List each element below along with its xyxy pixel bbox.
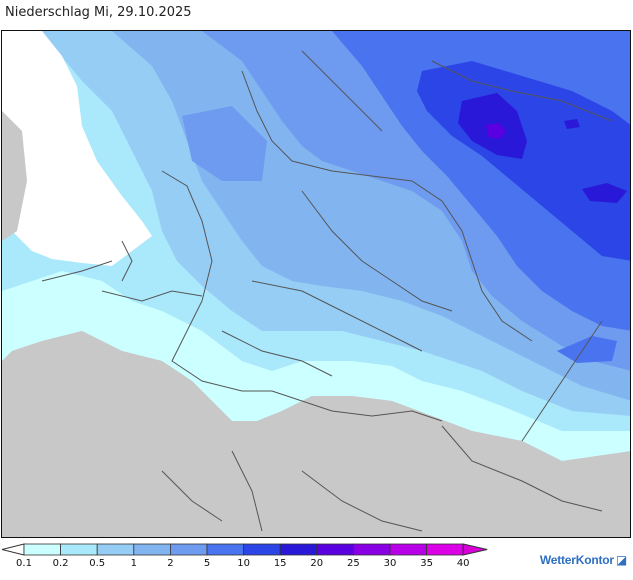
legend-swatch xyxy=(316,543,354,556)
legend-swatch xyxy=(243,543,281,556)
brand-icon: ◪ xyxy=(615,553,627,567)
legend-swatch xyxy=(169,543,208,556)
legend-tick-label: 25 xyxy=(347,558,360,569)
legend-tick-label: 0.1 xyxy=(16,558,32,569)
precipitation-legend: 0.1 0.2 0.5 1 2 5 10 15 20 25 30 35 40 WetterKontor ◪ xyxy=(0,541,633,580)
legend-tick-label: 0.5 xyxy=(89,558,106,569)
map-canvas xyxy=(2,31,630,537)
no-data-w xyxy=(2,111,27,241)
legend-tick-label: 10 xyxy=(237,558,250,569)
legend-colorbar xyxy=(1,543,488,556)
legend-swatch xyxy=(389,543,427,556)
legend-arrow-low xyxy=(1,543,25,556)
legend-swatch xyxy=(426,543,464,556)
precip-zone-15-c xyxy=(564,119,580,129)
brand-name: WetterKontor xyxy=(539,553,614,567)
legend-tick-label: 15 xyxy=(273,558,287,569)
legend-tick-label: 40 xyxy=(456,558,470,569)
legend-swatch xyxy=(206,543,244,556)
legend-swatch xyxy=(133,543,171,556)
legend-swatch xyxy=(96,543,135,556)
legend-tick-label: 30 xyxy=(383,558,397,569)
precip-zone-2-b xyxy=(182,106,267,181)
legend-tick-label: 20 xyxy=(310,558,324,569)
wetterkontor-logo: WetterKontor ◪ xyxy=(540,553,627,567)
legend-swatch xyxy=(23,543,61,556)
precip-zone-20 xyxy=(486,123,506,139)
legend-tick-label: 35 xyxy=(420,558,433,569)
legend-tick-label: 2 xyxy=(167,558,174,569)
legend-swatch xyxy=(279,543,318,556)
legend-arrow-high xyxy=(462,543,488,556)
precipitation-map[interactable] xyxy=(1,30,631,538)
legend-tick-label: 5 xyxy=(203,558,211,569)
legend-swatch xyxy=(60,543,98,556)
legend-tick-label: 0.2 xyxy=(52,558,69,569)
off-grid-area xyxy=(2,31,152,266)
legend-tick-label: 1 xyxy=(130,558,137,569)
precip-zone-15-b xyxy=(582,183,627,203)
no-data-sw xyxy=(2,331,630,537)
precip-zone-5-b xyxy=(557,336,617,363)
border-lines xyxy=(41,50,613,532)
legend-swatch xyxy=(352,543,391,556)
map-title: Niederschlag Mi, 29.10.2025 xyxy=(5,5,192,20)
